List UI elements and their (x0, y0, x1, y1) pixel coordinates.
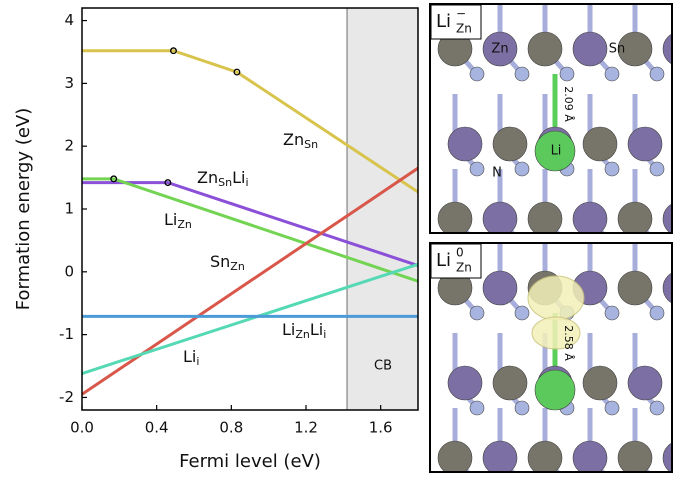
y-tick-label: 1 (64, 200, 74, 218)
atom (618, 271, 652, 305)
atom-label: Zn (491, 42, 508, 57)
label-part: Li (164, 210, 177, 229)
label-part: Li (310, 320, 323, 339)
x-tick-label: 0.0 (70, 419, 94, 437)
atom-label: N (492, 166, 502, 181)
y-tick-label: 3 (64, 74, 74, 92)
atom (628, 127, 662, 161)
atom (448, 127, 482, 161)
atom (650, 401, 664, 415)
x-tick-label: 0.4 (145, 419, 169, 437)
atom (573, 441, 607, 475)
x-axis-title: Fermi level (eV) (179, 451, 321, 472)
series-label: LiZnLii (282, 320, 326, 342)
atom (583, 366, 617, 400)
y-tick-label: 0 (64, 262, 74, 280)
atom (583, 127, 617, 161)
label-part: Li (282, 320, 295, 339)
label-part: Li (232, 168, 245, 187)
atom (493, 127, 527, 161)
structure-panel: Li 0Zn 2.58 Å (430, 238, 676, 475)
atom (605, 401, 619, 415)
atom (438, 202, 472, 236)
atom-label: Li (551, 144, 562, 159)
series-label: Lii (183, 347, 199, 369)
atom (483, 202, 517, 236)
panel-title-sub: Zn (456, 261, 472, 275)
isosurface (528, 276, 584, 320)
label-part: Zn (230, 260, 245, 273)
y-tick-label: -1 (59, 325, 74, 343)
panel-title-sub: Zn (456, 22, 472, 36)
atom-label: Sn (609, 42, 626, 57)
label-part: i (323, 328, 326, 341)
label-part: Li (183, 347, 196, 366)
bond-length: 2.58 Å (562, 325, 575, 361)
atom (515, 162, 529, 176)
atom (650, 67, 664, 81)
atom (483, 271, 517, 305)
series-label: SnZn (210, 252, 245, 274)
x-tick-label: 1.2 (294, 419, 318, 437)
x-tick-label: 0.8 (219, 419, 243, 437)
label-part: Zn (197, 168, 218, 187)
atom (528, 202, 562, 236)
atom (515, 67, 529, 81)
label-part: Sn (304, 138, 318, 151)
y-axis-title: Formation energy (eV) (13, 108, 34, 310)
label-part: Sn (210, 252, 230, 271)
label-part: Zn (295, 328, 310, 341)
atom (528, 32, 562, 66)
atom (650, 162, 664, 176)
label-part: Sn (218, 176, 232, 189)
atom (573, 202, 607, 236)
atom (528, 441, 562, 475)
atom (483, 441, 517, 475)
panel-title-sup: 0 (456, 246, 464, 260)
y-tick-label: 4 (64, 11, 74, 29)
atom (560, 67, 574, 81)
label-part: i (196, 355, 199, 368)
atom (605, 67, 619, 81)
series-label: ZnSn (283, 130, 318, 152)
atom (573, 32, 607, 66)
series-label: LiZn (164, 210, 192, 232)
atom (448, 366, 482, 400)
atom (515, 401, 529, 415)
atom (470, 67, 484, 81)
figure: CB0.00.40.81.21.6-2-101234ZnSnZnSnLiiLiZ… (0, 0, 676, 475)
panel-title-sup: − (456, 7, 466, 21)
panel-title: Li (436, 11, 451, 32)
atom (618, 202, 652, 236)
atom (470, 401, 484, 415)
atom (438, 441, 472, 475)
atom (605, 306, 619, 320)
panel-title: Li (436, 250, 451, 271)
x-tick-label: 1.6 (369, 419, 393, 437)
bond-length: 2.09 Å (562, 86, 575, 122)
atom (470, 306, 484, 320)
atom (650, 306, 664, 320)
label-part: Zn (283, 130, 304, 149)
atom (628, 366, 662, 400)
atom (535, 370, 575, 410)
atom (493, 366, 527, 400)
y-tick-label: -2 (59, 388, 74, 406)
region-label: CB (374, 359, 392, 374)
series-label: ZnSnLii (197, 168, 249, 190)
label-part: i (245, 176, 248, 189)
y-tick-label: 2 (64, 137, 74, 155)
label-part: Zn (177, 218, 192, 231)
atom (618, 441, 652, 475)
atom (515, 306, 529, 320)
atom (470, 162, 484, 176)
atom (605, 162, 619, 176)
